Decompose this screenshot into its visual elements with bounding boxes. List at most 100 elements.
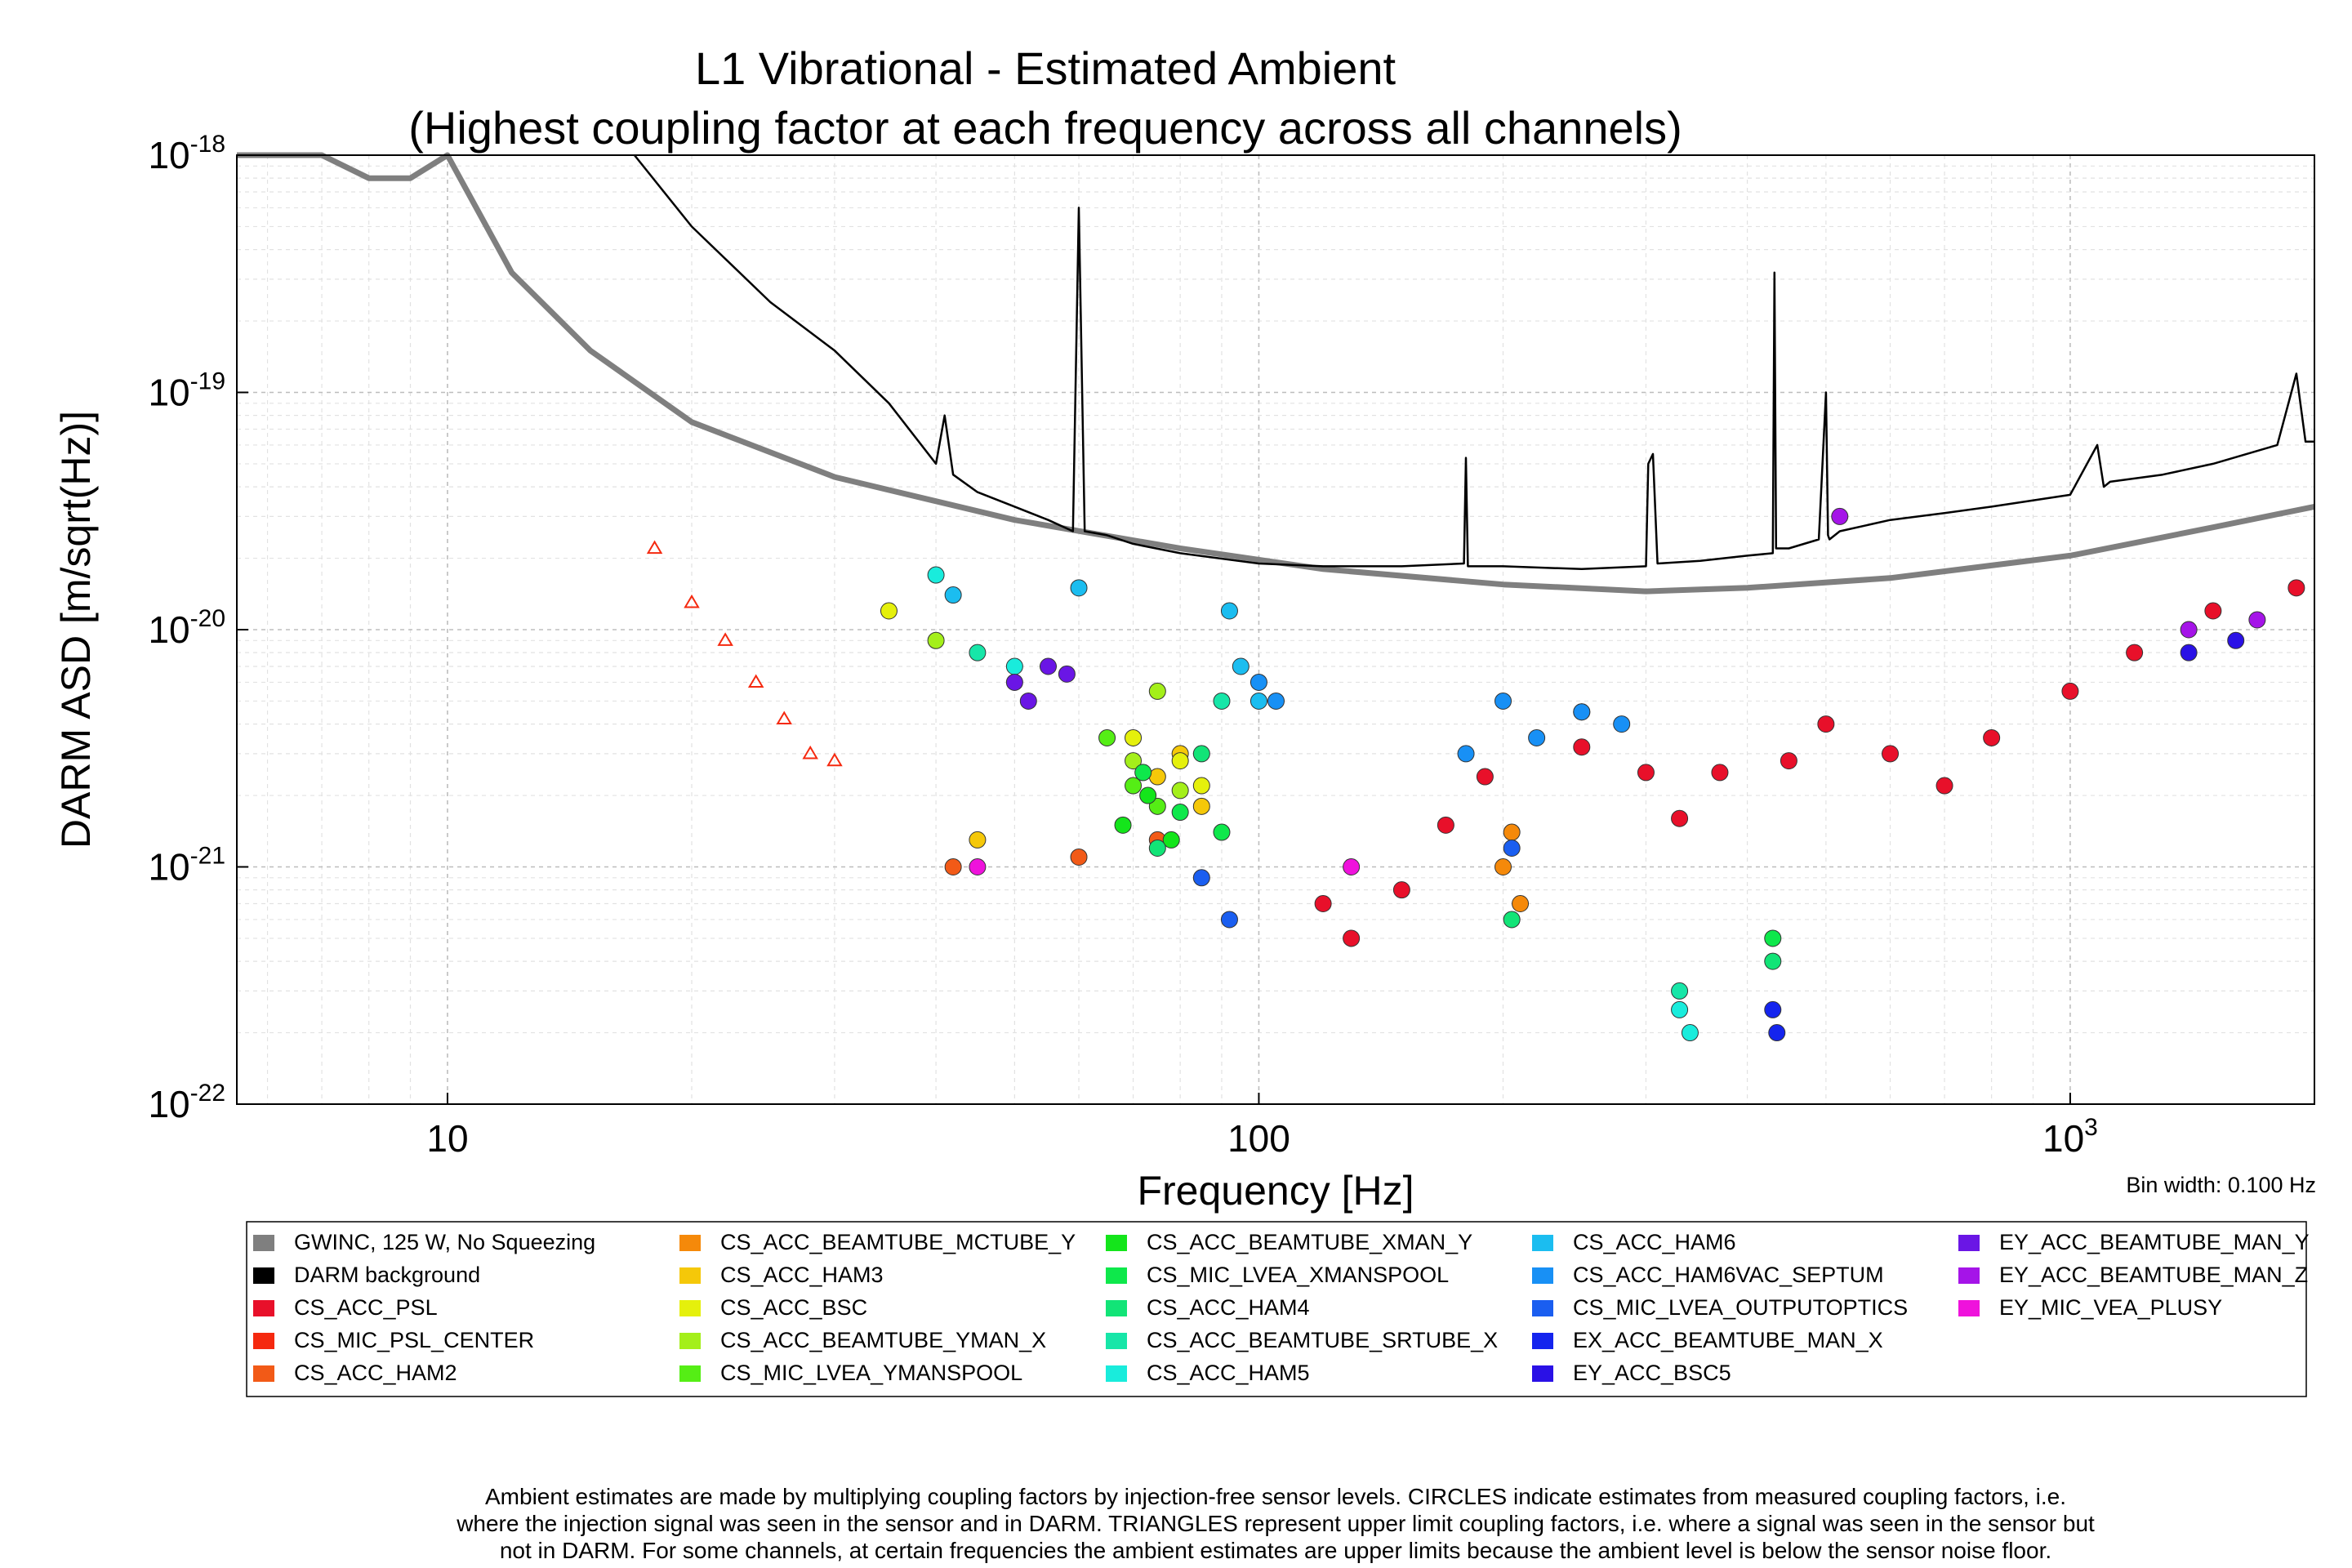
legend: GWINC, 125 W, No Squeezing DARM backgroun…: [246, 1221, 2310, 1397]
legend-swatch: [1958, 1300, 1980, 1316]
data-point: [1148, 768, 1166, 786]
legend-label: DARM background: [294, 1263, 480, 1287]
legend-label: CS_ACC_BEAMTUBE_YMAN_X: [720, 1328, 1046, 1352]
legend-swatch: [1106, 1365, 1127, 1382]
data-point: [1148, 797, 1166, 815]
data-point: [1764, 929, 1782, 947]
data-point: [2061, 682, 2079, 700]
legend-swatch: [253, 1267, 274, 1284]
data-point: [1613, 715, 1631, 733]
legend-label: CS_ACC_HAM2: [294, 1361, 457, 1385]
data-point: [1671, 809, 1689, 827]
data-point: [1457, 745, 1475, 763]
series-line-1: [633, 154, 2314, 571]
data-point: [1983, 728, 2001, 746]
footnote: Ambient estimates are made by multiplyin…: [456, 1484, 2095, 1563]
data-point: [1192, 797, 1210, 815]
legend-swatch: [679, 1300, 701, 1316]
data-point: [927, 631, 945, 649]
data-point: [684, 594, 700, 608]
data-point: [717, 632, 733, 646]
legend-label: EY_MIC_VEA_PLUSY: [1999, 1295, 2222, 1320]
data-point: [944, 858, 962, 875]
legend-swatch: [1532, 1333, 1553, 1349]
data-point: [944, 586, 962, 604]
legend-label: CS_ACC_HAM4: [1147, 1295, 1310, 1320]
legend-label: EY_ACC_BEAMTUBE_MAN_Y: [1999, 1230, 2310, 1254]
line-series: [237, 152, 2315, 595]
data-point: [1148, 682, 1166, 700]
data-point: [1573, 703, 1591, 721]
y-tick-label: 10-20: [148, 605, 225, 651]
chart-title-line-2: (Highest coupling factor at each frequen…: [408, 102, 1682, 154]
x-tick-label: 10: [426, 1117, 468, 1160]
data-point: [1039, 657, 1057, 675]
y-tick-label: 10-19: [148, 368, 225, 414]
data-point: [776, 710, 792, 725]
data-point: [2180, 621, 2198, 639]
legend-swatch: [253, 1333, 274, 1349]
legend-label: CS_ACC_BEAMTUBE_XMAN_Y: [1147, 1230, 1472, 1254]
data-point: [969, 644, 987, 662]
y-tick-exponent: -20: [190, 605, 225, 632]
data-point: [1343, 858, 1361, 875]
data-point: [1780, 752, 1797, 770]
legend-label: CS_MIC_PSL_CENTER: [294, 1328, 534, 1352]
data-point: [1213, 692, 1231, 710]
legend-swatch: [1106, 1333, 1127, 1349]
data-point: [1005, 673, 1023, 691]
data-point: [1005, 657, 1023, 675]
legend-label: CS_ACC_PSL: [294, 1295, 438, 1320]
legend-label: CS_MIC_LVEA_YMANSPOOL: [720, 1361, 1022, 1385]
data-point: [1070, 579, 1088, 597]
legend-label: CS_MIC_LVEA_XMANSPOOL: [1147, 1263, 1449, 1287]
legend-swatch: [253, 1365, 274, 1382]
bin-width-note: Bin width: 0.100 Hz: [2126, 1173, 2316, 1197]
data-point: [927, 566, 945, 584]
data-point: [1139, 786, 1157, 804]
data-point: [1573, 738, 1591, 756]
scatter-series: [646, 507, 2305, 1042]
data-point: [1220, 911, 1238, 929]
legend-swatch: [1532, 1267, 1553, 1284]
data-point: [1512, 894, 1530, 912]
data-point: [1192, 777, 1210, 795]
data-point: [1070, 848, 1088, 866]
x-tick-label: 100: [1227, 1117, 1290, 1160]
legend-swatch: [679, 1235, 701, 1251]
data-point: [1192, 745, 1210, 763]
data-point: [826, 752, 843, 767]
y-tick-exponent: -18: [190, 131, 225, 158]
data-point: [1192, 869, 1210, 887]
data-point: [1503, 839, 1521, 857]
data-point: [2180, 644, 2198, 662]
legend-label: EX_ACC_BEAMTUBE_MAN_X: [1573, 1328, 1883, 1352]
y-tick-label: 10-22: [148, 1080, 225, 1125]
data-point: [2227, 631, 2245, 649]
legend-label: EY_ACC_BEAMTUBE_MAN_Z: [1999, 1263, 2308, 1287]
legend-label: GWINC, 125 W, No Squeezing: [294, 1230, 595, 1254]
legend-label: CS_ACC_HAM6VAC_SEPTUM: [1573, 1263, 1884, 1287]
y-tick-exponent: -19: [190, 368, 225, 395]
data-point: [969, 858, 987, 875]
data-point: [2204, 602, 2222, 620]
data-point: [1671, 982, 1689, 1000]
data-point: [747, 674, 764, 688]
y-tick-label: 10-21: [148, 843, 225, 889]
legend-swatch: [253, 1300, 274, 1316]
legend-swatch: [1106, 1267, 1127, 1284]
data-point: [1936, 777, 1953, 795]
data-point: [1343, 929, 1361, 947]
footnote-line-1: Ambient estimates are made by multiplyin…: [485, 1484, 2066, 1509]
data-point: [1250, 673, 1267, 691]
data-point: [646, 540, 663, 555]
legend-swatch: [1532, 1365, 1553, 1382]
data-point: [802, 745, 818, 760]
data-point: [1711, 764, 1729, 782]
data-point: [1125, 728, 1143, 746]
grid: [237, 155, 2314, 1104]
legend-swatch: [1106, 1300, 1127, 1316]
data-point: [1882, 745, 1900, 763]
chart-title-line-1: L1 Vibrational - Estimated Ambient: [695, 42, 1396, 94]
